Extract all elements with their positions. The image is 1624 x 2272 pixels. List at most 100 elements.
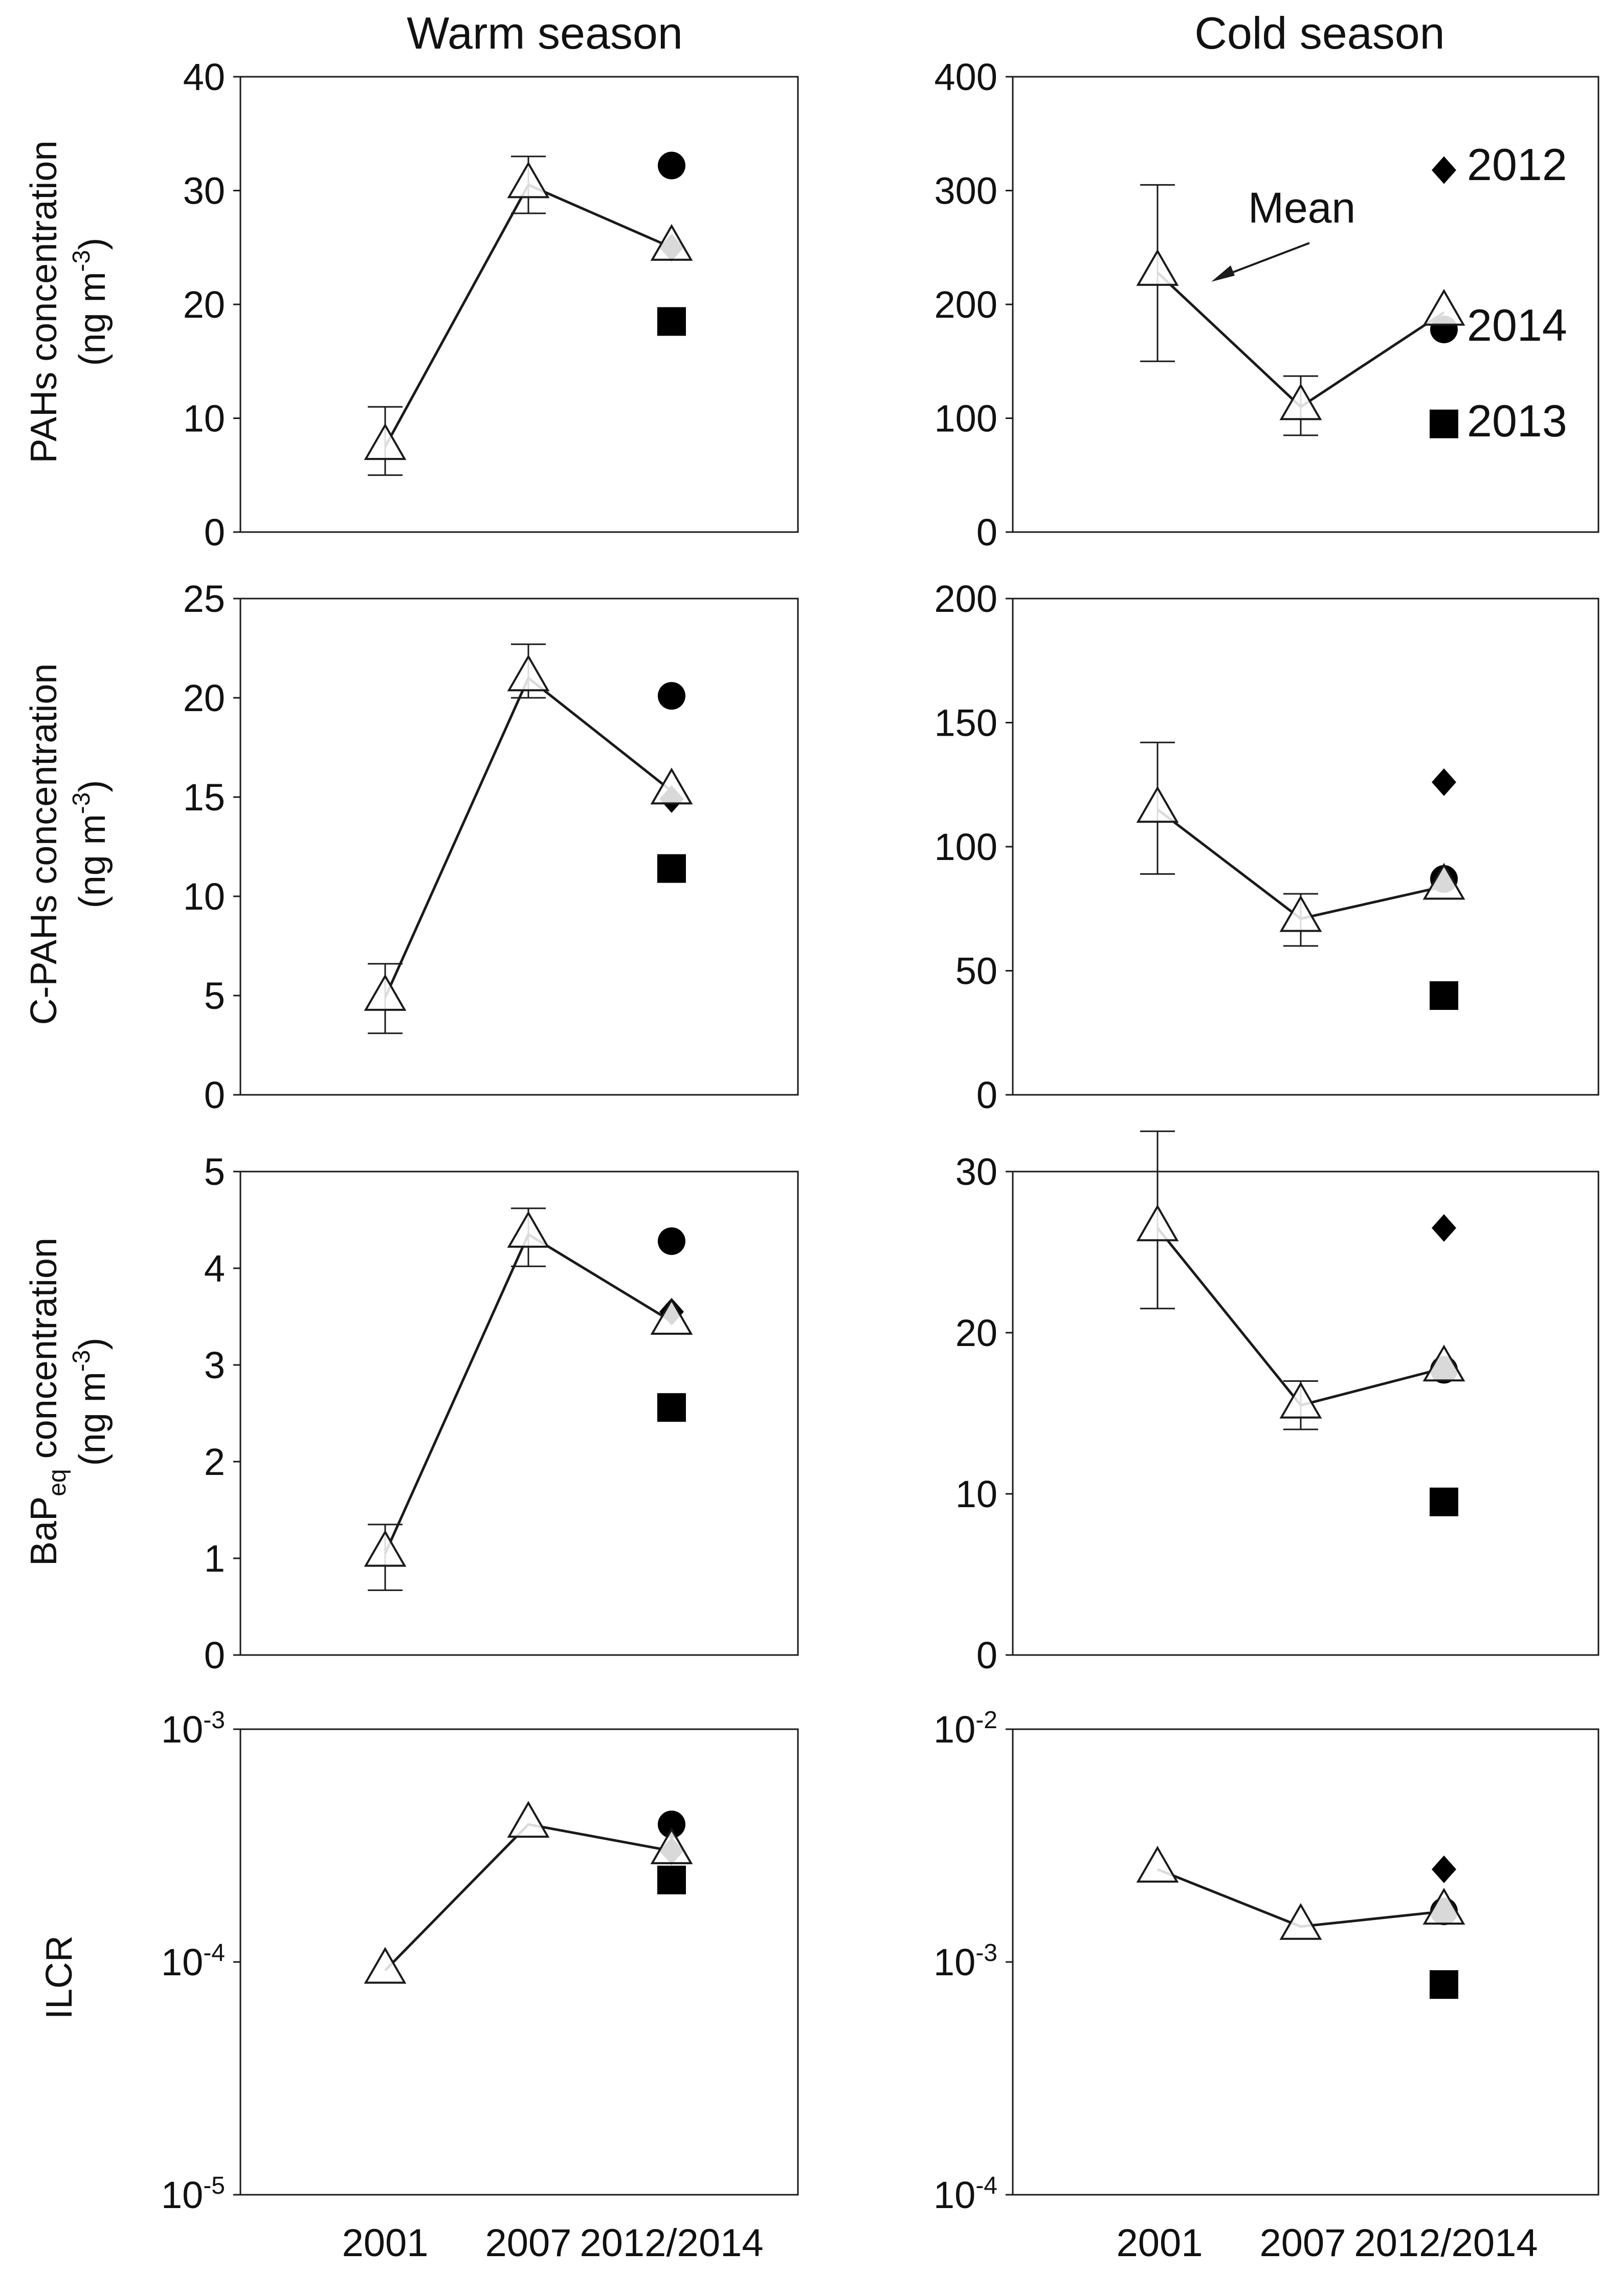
point-mean [1422, 289, 1465, 326]
point-mean [364, 974, 407, 1011]
y-tick-label: 30 [183, 170, 225, 212]
y-tick-label: 4 [204, 1247, 225, 1290]
mean-arrow-line [1221, 242, 1310, 278]
y-tick-label: 2 [204, 1441, 225, 1483]
x-label-20122014-warm: 2012/2014 [580, 2221, 763, 2265]
point-mean [1279, 383, 1322, 421]
ylabel-row-2: C-PAHs concentration (ng m-3) [24, 664, 113, 1025]
point-2014 [658, 1227, 685, 1255]
y-tick-label: 50 [955, 950, 997, 992]
ylabel-row-3: BaPeq concentration (ng m-3) [24, 1238, 113, 1566]
point-mean [1136, 786, 1179, 823]
y-tick-label: 200 [935, 283, 997, 326]
y-tick-label: 10-4 [161, 1939, 225, 1983]
point-mean [650, 1297, 693, 1335]
x-label-2001-cold: 2001 [1116, 2221, 1203, 2265]
y-tick-label: 0 [204, 1634, 225, 1677]
point-2012 [1432, 156, 1456, 184]
point-mean [650, 767, 693, 805]
point-mean [1279, 1903, 1322, 1940]
point-mean [507, 161, 550, 198]
plot-frame [1012, 1171, 1599, 1656]
ylabel-row-3-line2: (ng m-3) [68, 1338, 113, 1466]
y-tick-label: 0 [976, 1074, 997, 1116]
mean-annotation-label: Mean [1248, 184, 1355, 232]
x-label-20122014-cold: 2012/2014 [1354, 2221, 1538, 2265]
chart-panel-4: 0 50 100 150 200 [935, 578, 1599, 1116]
y-tick-label: 0 [976, 1634, 997, 1677]
chart-panel-2: 0 100 200 300 400 [935, 56, 1599, 554]
legend-label-2013: 2013 [1467, 395, 1567, 446]
point-mean [650, 224, 693, 261]
point-mean [507, 654, 550, 692]
point-2013 [657, 854, 686, 883]
plot-frame [1012, 598, 1599, 1096]
point-mean [1422, 1344, 1465, 1382]
y-tick-label: 10-3 [161, 1707, 225, 1751]
mean-line [384, 1823, 672, 1972]
y-tick-label: 10 [183, 875, 225, 918]
point-mean [650, 1827, 693, 1864]
ylabel-row-4: ILCR [39, 1935, 80, 2019]
y-tick-label: 100 [935, 826, 997, 868]
point-2014 [658, 682, 685, 710]
point-mean [507, 1210, 550, 1248]
y-tick-label: 25 [183, 578, 225, 620]
ylabel-row-3-line1: BaPeq concentration [24, 1238, 71, 1566]
y-tick-label: 30 [955, 1151, 997, 1193]
point-2013 [657, 1865, 686, 1894]
chart-panel-7: 10-5 10-4 10-3 [161, 1707, 799, 2216]
y-tick-label: 15 [183, 776, 225, 819]
y-tick-label: 0 [204, 511, 225, 554]
y-tick-label: 20 [955, 1312, 997, 1354]
y-tick-label: 0 [976, 511, 997, 554]
y-tick-label: 10-5 [161, 2172, 225, 2216]
point-2013 [1430, 981, 1458, 1010]
point-mean [364, 1530, 407, 1567]
point-mean [1279, 895, 1322, 932]
y-tick-label: 1 [204, 1537, 225, 1580]
y-tick-label: 10 [955, 1473, 997, 1515]
x-label-2001-warm: 2001 [342, 2221, 428, 2265]
point-mean [1422, 863, 1465, 900]
y-tick-label: 400 [935, 56, 997, 98]
y-tick-label: 20 [183, 677, 225, 719]
ylabel-row-1: PAHs concentration (ng m-3) [24, 141, 113, 464]
ylabel-row-1-line1: PAHs concentration [24, 141, 64, 464]
column-title-warm: Warm season [407, 8, 683, 58]
point-mean [507, 1801, 550, 1838]
point-2013 [657, 307, 686, 336]
point-2013 [1430, 1487, 1458, 1516]
point-2013 [1430, 1970, 1458, 1999]
y-tick-label: 5 [204, 1151, 225, 1193]
y-tick-label: 100 [935, 398, 997, 440]
chart-panel-6: 0 10 20 30 [955, 1130, 1599, 1677]
point-2013 [657, 1393, 686, 1422]
plot-frame [239, 598, 799, 1096]
point-2012 [1432, 1214, 1456, 1242]
point-mean [364, 423, 407, 460]
chart-panel-1: 0 10 20 30 40 [183, 56, 799, 554]
point-mean [1136, 249, 1179, 286]
mean-line [1156, 1227, 1444, 1407]
y-tick-label: 10 [183, 398, 225, 440]
point-mean [364, 1947, 407, 1984]
y-tick-label: 3 [204, 1344, 225, 1386]
plot-frame [239, 1171, 799, 1656]
x-label-2007-warm: 2007 [485, 2221, 571, 2265]
chart-panel-3: 0 5 10 15 20 25 [183, 578, 799, 1116]
y-tick-label: 0 [204, 1074, 225, 1116]
y-tick-label: 10-4 [933, 2172, 997, 2216]
y-tick-label: 200 [935, 578, 997, 620]
mean-line [384, 183, 673, 448]
x-label-2007-cold: 2007 [1259, 2221, 1346, 2265]
y-tick-label: 150 [935, 702, 997, 744]
y-tick-label: 10-3 [933, 1939, 997, 1983]
point-2014 [658, 1811, 685, 1839]
ylabel-row-4-line1: ILCR [39, 1935, 80, 2019]
point-mean [1136, 1845, 1179, 1883]
y-tick-label: 5 [204, 975, 225, 1017]
point-2012 [1432, 1855, 1456, 1883]
point-mean [1422, 1888, 1465, 1925]
